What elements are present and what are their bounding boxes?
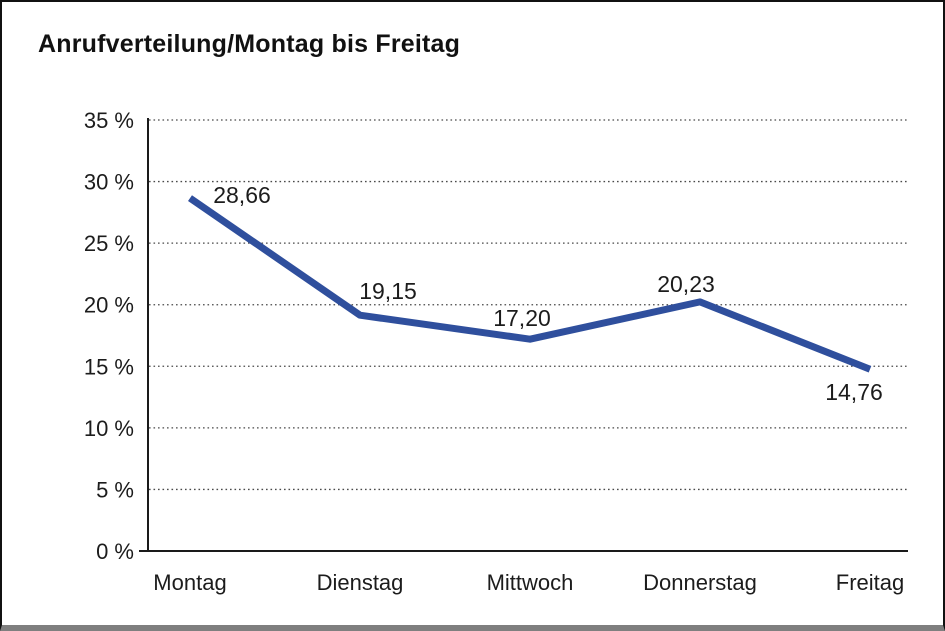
y-tick-label: 25 % bbox=[84, 231, 134, 256]
y-tick-label: 30 % bbox=[84, 170, 134, 195]
y-tick-label: 35 % bbox=[84, 108, 134, 133]
data-point-label: 20,23 bbox=[657, 271, 715, 297]
x-tick-label: Freitag bbox=[836, 570, 904, 595]
y-tick-label: 5 % bbox=[96, 477, 134, 502]
data-point-label: 28,66 bbox=[213, 182, 271, 208]
y-tick-label: 15 % bbox=[84, 354, 134, 379]
series-line bbox=[188, 195, 872, 373]
y-tick-label: 10 % bbox=[84, 416, 134, 441]
x-tick-label: Montag bbox=[153, 570, 226, 595]
x-tick-label: Dienstag bbox=[317, 570, 404, 595]
x-tick-label: Donnerstag bbox=[643, 570, 757, 595]
y-tick-label: 20 % bbox=[84, 293, 134, 318]
x-tick-label: Mittwoch bbox=[487, 570, 574, 595]
data-point-label: 17,20 bbox=[493, 305, 551, 331]
y-tick-label: 0 % bbox=[96, 539, 134, 564]
chart-title: Anrufverteilung/Montag bis Freitag bbox=[38, 30, 461, 58]
data-point-label: 14,76 bbox=[825, 379, 883, 405]
data-point-label: 19,15 bbox=[359, 278, 417, 304]
